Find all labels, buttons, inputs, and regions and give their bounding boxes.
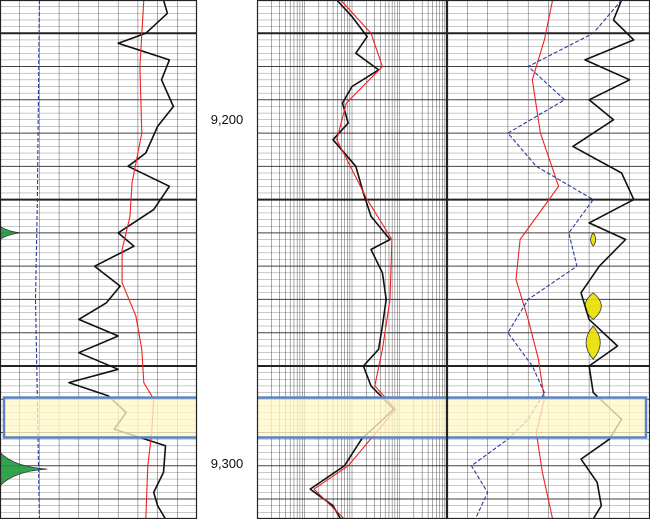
depth-label-9200: 9,200	[211, 112, 244, 127]
highlight-layer	[2, 396, 648, 439]
medium-resistivity-curve	[313, 0, 397, 519]
sonic-curve	[470, 0, 623, 519]
porosity-fill-3	[590, 232, 597, 247]
green-fill-upper	[0, 225, 20, 241]
porosity-fill-2	[585, 325, 601, 360]
fill-layer	[0, 225, 602, 487]
porosity-fill-1	[584, 292, 602, 320]
depth-label-9300: 9,300	[211, 456, 244, 471]
depth-track-background	[197, 0, 257, 519]
depth-track: 9,200 9,300	[197, 0, 257, 519]
caliper-curve	[34, 0, 40, 519]
highlight-zone	[2, 396, 648, 439]
green-fill-lower	[0, 451, 48, 487]
density-curve	[572, 0, 635, 519]
